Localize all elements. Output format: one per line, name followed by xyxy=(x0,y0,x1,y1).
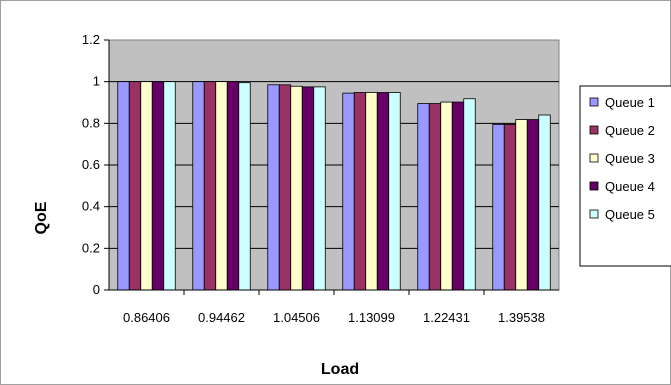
bar xyxy=(492,123,505,291)
bar xyxy=(301,86,315,291)
legend-label: Queue 4 xyxy=(605,179,655,194)
bar xyxy=(163,81,176,291)
legend-swatch xyxy=(589,153,599,163)
y-axis: 0 0.2 0.4 0.6 0.8 1 1.2 xyxy=(82,32,110,297)
y-tick-label: 0.4 xyxy=(82,199,100,214)
x-tick-label: 1.39538 xyxy=(498,310,545,325)
legend-label: Queue 3 xyxy=(605,151,655,166)
bar xyxy=(128,81,142,291)
legend-box xyxy=(579,85,671,267)
legend-swatch xyxy=(589,125,599,135)
bar xyxy=(388,92,401,291)
y-tick-label: 0.8 xyxy=(82,115,100,130)
bar xyxy=(451,101,465,291)
bar xyxy=(342,92,355,291)
y-axis-title: QoE xyxy=(33,201,50,234)
bar xyxy=(440,101,453,291)
bar xyxy=(278,84,292,291)
bar xyxy=(267,84,280,291)
bar xyxy=(313,86,326,291)
bar xyxy=(353,92,367,291)
bar xyxy=(290,85,303,291)
y-tick-label: 1.2 xyxy=(82,32,100,47)
bar xyxy=(538,114,551,291)
bar xyxy=(192,81,205,291)
legend-swatch xyxy=(589,181,599,191)
bar xyxy=(417,103,430,291)
legend-swatch xyxy=(589,209,599,219)
x-axis-title: Load xyxy=(321,361,359,378)
x-tick-label: 1.04506 xyxy=(273,310,320,325)
bar xyxy=(215,81,228,291)
x-tick-label: 0.86406 xyxy=(123,310,170,325)
bar xyxy=(526,119,540,291)
legend-label: Queue 2 xyxy=(605,123,655,138)
bar xyxy=(376,92,390,291)
bar xyxy=(151,81,165,291)
bar xyxy=(238,82,251,291)
legend-label: Queue 5 xyxy=(605,207,655,222)
y-tick-label: 0.2 xyxy=(82,240,100,255)
legend-swatch xyxy=(589,97,599,107)
bar xyxy=(226,81,240,291)
y-tick-label: 0.6 xyxy=(82,157,100,172)
bar xyxy=(203,81,217,291)
y-tick-label: 0 xyxy=(93,282,100,297)
bar xyxy=(463,98,476,291)
x-tick-label: 1.13099 xyxy=(348,310,395,325)
y-tick-label: 1 xyxy=(93,74,100,89)
bar xyxy=(428,103,442,291)
bar xyxy=(140,81,153,291)
legend-label: Queue 1 xyxy=(605,95,655,110)
bars xyxy=(117,81,551,291)
x-tick-label: 1.22431 xyxy=(423,310,470,325)
bar xyxy=(365,92,378,291)
x-axis: 0.86406 0.94462 1.04506 1.13099 1.22431 1.395… xyxy=(109,289,559,325)
bar xyxy=(503,123,517,291)
bar xyxy=(117,81,130,291)
gridlines xyxy=(109,81,559,249)
bar xyxy=(515,119,528,291)
legend: Queue 1 Queue 2 Queue 3 Queue 4 Queue 5 xyxy=(579,85,671,267)
x-tick-label: 0.94462 xyxy=(198,310,245,325)
